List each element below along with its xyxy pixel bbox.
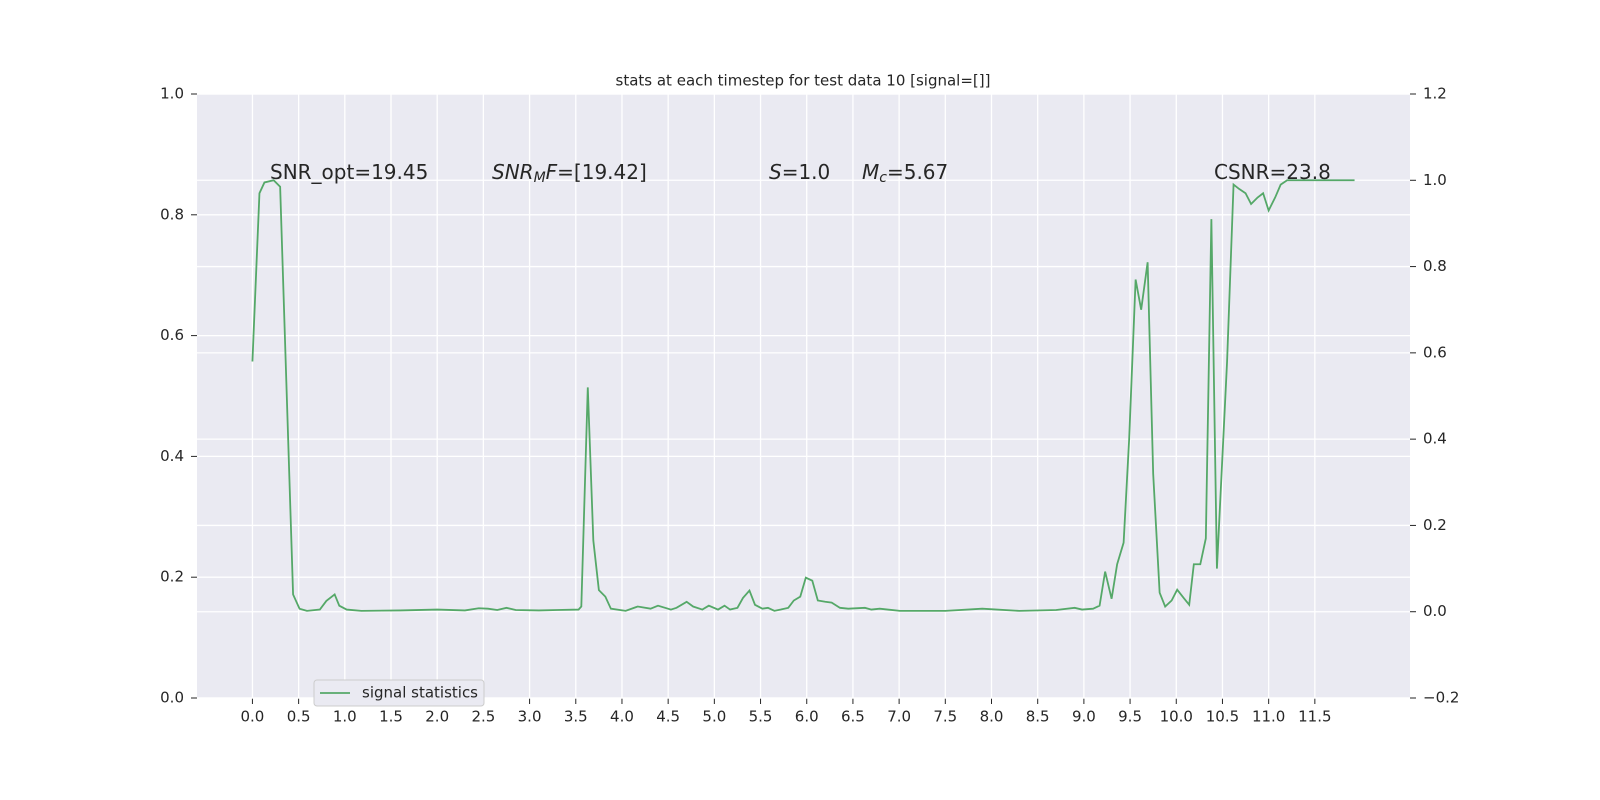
x-tick-label: 2.0 xyxy=(425,708,449,726)
data-line xyxy=(251,179,1355,612)
chart-title: stats at each timestep for test data 10 … xyxy=(616,72,991,90)
annotation-part: SNR_opt=19.45 xyxy=(270,160,428,184)
plot-area xyxy=(197,94,1410,698)
y-tick-label: 1.0 xyxy=(160,85,184,103)
annotation: SNR_opt=19.45 xyxy=(270,160,428,184)
x-tick-label: 10.0 xyxy=(1160,708,1193,726)
x-tick-label: 4.0 xyxy=(610,708,634,726)
y-tick-label: 0.4 xyxy=(160,447,184,465)
y-tick-label: 0.2 xyxy=(160,568,184,586)
x-tick-label: 11.5 xyxy=(1298,708,1331,726)
y2-tick-label: 0.0 xyxy=(1423,602,1447,620)
x-tick-label: 6.5 xyxy=(841,708,865,726)
annotation: Mc=5.67 xyxy=(862,160,948,187)
x-tick-label: 10.5 xyxy=(1206,708,1239,726)
x-tick-label: 3.5 xyxy=(564,708,588,726)
x-tick-label: 2.5 xyxy=(471,708,495,726)
x-tick-label: 9.0 xyxy=(1072,708,1096,726)
x-tick-label: 5.5 xyxy=(749,708,773,726)
annotation: S=1.0 xyxy=(769,160,830,184)
annotation-part: M xyxy=(862,160,879,184)
y-tick-label: 0.8 xyxy=(160,205,184,223)
y2-tick-label: 1.0 xyxy=(1423,171,1447,189)
annotation-part: F xyxy=(546,160,558,184)
y2-tick-label: 0.8 xyxy=(1423,257,1447,275)
y2-tick-label: 0.4 xyxy=(1423,430,1447,448)
x-tick-label: 0.5 xyxy=(287,708,311,726)
x-tick-label: 1.0 xyxy=(333,708,357,726)
x-tick-label: 5.0 xyxy=(702,708,726,726)
legend-box xyxy=(313,679,485,707)
y2-tick-label: 0.6 xyxy=(1423,343,1447,361)
annotation-part: c xyxy=(879,170,887,186)
x-tick-label: 6.0 xyxy=(795,708,819,726)
annotation-part: CSNR=23.8 xyxy=(1214,160,1331,184)
annotation: SNRMF=[19.42] xyxy=(492,160,647,187)
annotation-part: M xyxy=(534,170,546,186)
annotation-part: SNR xyxy=(492,160,534,184)
x-tick-label: 9.5 xyxy=(1118,708,1142,726)
annotation-part: =1.0 xyxy=(782,160,831,184)
y2-tick-label: −0.2 xyxy=(1423,689,1459,707)
x-tick-label: 0.0 xyxy=(241,708,265,726)
y-tick-label: 0.0 xyxy=(160,689,184,707)
x-tick-label: 4.5 xyxy=(656,708,680,726)
x-tick-label: 7.5 xyxy=(933,708,957,726)
y2-tick-label: 1.2 xyxy=(1423,85,1447,103)
annotation-part: =5.67 xyxy=(887,160,948,184)
annotation-part: S xyxy=(769,160,782,184)
x-tick-label: 1.5 xyxy=(379,708,403,726)
x-tick-label: 7.0 xyxy=(887,708,911,726)
x-tick-label: 8.5 xyxy=(1026,708,1050,726)
x-tick-label: 8.0 xyxy=(980,708,1004,726)
annotation-part: =[19.42] xyxy=(557,160,647,184)
legend-label: signal statistics xyxy=(362,684,478,702)
y-tick-label: 0.6 xyxy=(160,326,184,344)
y2-tick-label: 0.2 xyxy=(1423,516,1447,534)
annotation: CSNR=23.8 xyxy=(1214,160,1331,184)
x-tick-label: 11.0 xyxy=(1252,708,1285,726)
x-tick-label: 3.0 xyxy=(518,708,542,726)
